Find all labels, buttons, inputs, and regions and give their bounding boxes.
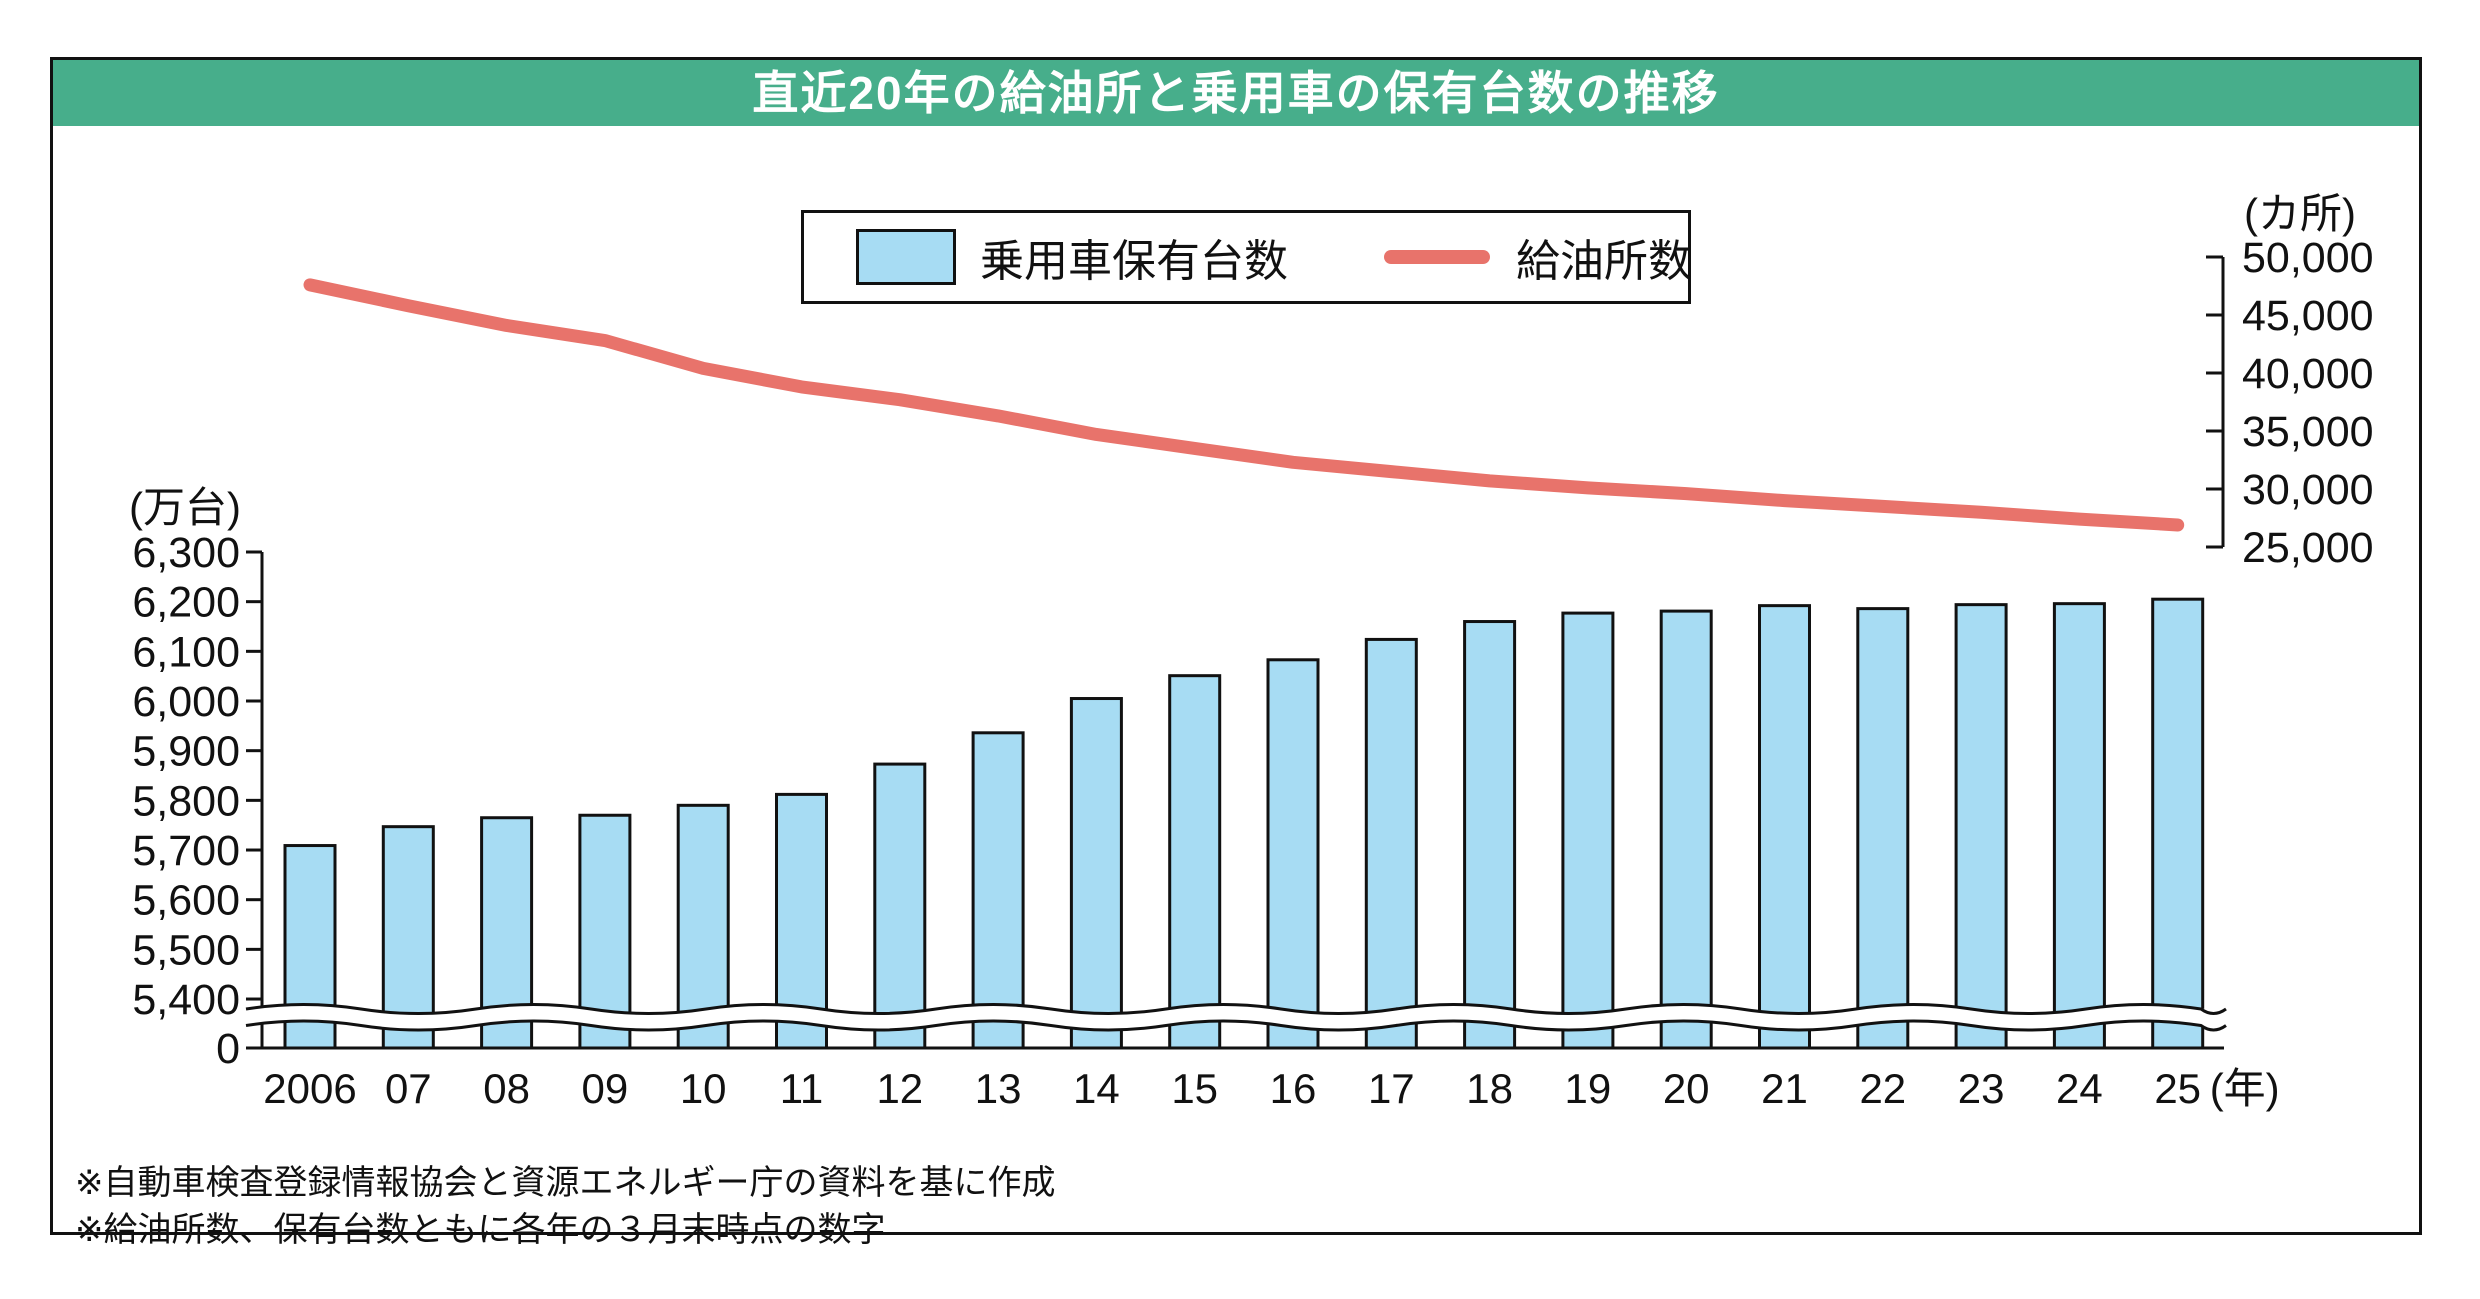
figure-border-box: 直近20年の給油所と乗用車の保有台数の推移 乗用車保有台数 給油所数 ※自動車検… bbox=[50, 57, 2422, 1249]
footnote-timing: ※給油所数、保有台数ともに各年の３月末時点の数字 bbox=[75, 1210, 886, 1249]
footnote-source: ※自動車検査登録情報協会と資源エネルギー庁の資料を基に作成 bbox=[75, 1164, 1056, 1202]
chart-title: 直近20年の給油所と乗用車の保有台数の推移 bbox=[752, 67, 1720, 119]
title-bar: 直近20年の給油所と乗用車の保有台数の推移 bbox=[53, 60, 2419, 126]
legend-bar-swatch bbox=[856, 229, 956, 285]
footnotes: ※自動車検査登録情報協会と資源エネルギー庁の資料を基に作成 ※給油所数、保有台数… bbox=[75, 1160, 1056, 1254]
legend: 乗用車保有台数 給油所数 bbox=[801, 210, 1692, 304]
legend-line-label: 給油所数 bbox=[1516, 237, 1692, 286]
legend-line-swatch bbox=[1384, 250, 1490, 264]
legend-bar-label: 乗用車保有台数 bbox=[980, 237, 1288, 286]
